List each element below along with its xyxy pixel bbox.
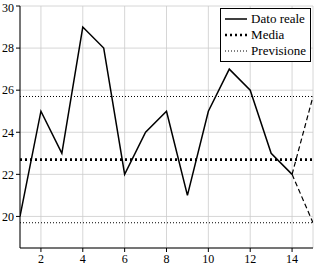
svg-text:6: 6 [122,252,128,266]
html-text:Dato reale: Dato reale [251,11,305,26]
svg-text:30: 30 [8,1,14,15]
html-text:Previsione: Previsione [251,43,306,58]
svg-text:8: 8 [164,252,170,266]
svg-text:28: 28 [8,41,14,55]
svg-text:10: 10 [202,252,214,266]
svg-text:4: 4 [80,252,86,266]
html-text:Media: Media [251,27,285,42]
svg-text:2: 2 [38,252,44,266]
svg-text:14: 14 [286,252,298,266]
svg-text:24: 24 [8,126,14,140]
svg-text:20: 20 [8,210,14,224]
svg-text:12: 12 [244,252,256,266]
svg-text:26: 26 [8,83,14,97]
svg-text:22: 22 [8,168,14,182]
